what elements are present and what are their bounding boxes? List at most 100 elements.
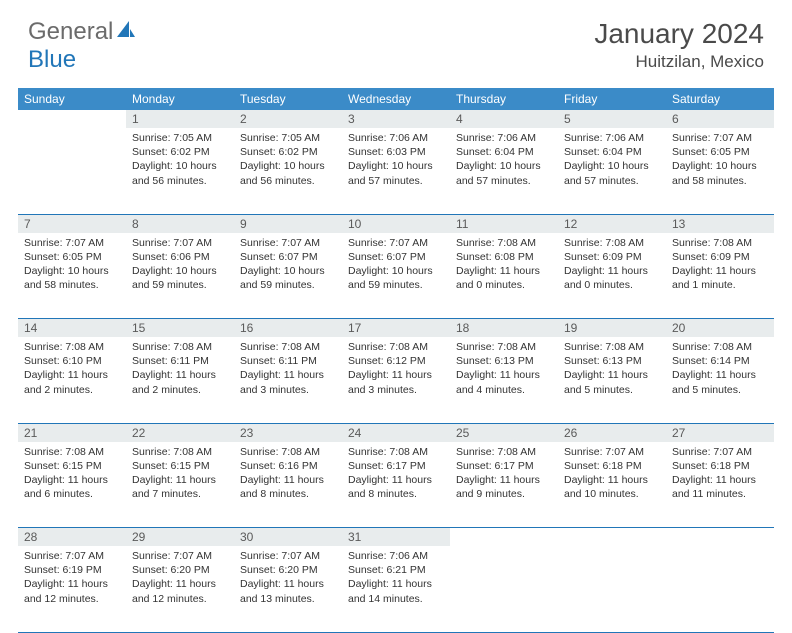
- day-number: 13: [666, 215, 774, 233]
- weekday-header: Monday: [126, 88, 234, 110]
- weekday-header: Tuesday: [234, 88, 342, 110]
- content-row: Sunrise: 7:08 AMSunset: 6:10 PMDaylight:…: [18, 337, 774, 423]
- day-details: Sunrise: 7:07 AMSunset: 6:19 PMDaylight:…: [18, 546, 126, 612]
- day-cell: Sunrise: 7:07 AMSunset: 6:05 PMDaylight:…: [666, 128, 774, 214]
- day-number: 8: [126, 215, 234, 233]
- day-details: Sunrise: 7:06 AMSunset: 6:03 PMDaylight:…: [342, 128, 450, 194]
- day-number-cell: [558, 528, 666, 547]
- calendar-table: SundayMondayTuesdayWednesdayThursdayFrid…: [18, 88, 774, 633]
- day-details: Sunrise: 7:08 AMSunset: 6:16 PMDaylight:…: [234, 442, 342, 508]
- day-number-cell: 21: [18, 423, 126, 442]
- day-number: 25: [450, 424, 558, 442]
- day-number: 19: [558, 319, 666, 337]
- day-details: Sunrise: 7:07 AMSunset: 6:06 PMDaylight:…: [126, 233, 234, 299]
- day-number-cell: 6: [666, 110, 774, 128]
- day-cell: Sunrise: 7:07 AMSunset: 6:20 PMDaylight:…: [126, 546, 234, 632]
- day-details: Sunrise: 7:07 AMSunset: 6:05 PMDaylight:…: [18, 233, 126, 299]
- day-details: Sunrise: 7:07 AMSunset: 6:07 PMDaylight:…: [234, 233, 342, 299]
- day-number: 11: [450, 215, 558, 233]
- day-cell: Sunrise: 7:07 AMSunset: 6:20 PMDaylight:…: [234, 546, 342, 632]
- page-header: General January 2024 Huitzilan, Mexico: [0, 0, 792, 82]
- day-number-cell: 19: [558, 319, 666, 338]
- day-cell: Sunrise: 7:07 AMSunset: 6:07 PMDaylight:…: [234, 233, 342, 319]
- day-cell: Sunrise: 7:08 AMSunset: 6:11 PMDaylight:…: [234, 337, 342, 423]
- day-number-cell: 20: [666, 319, 774, 338]
- day-number: 5: [558, 110, 666, 128]
- day-number: 24: [342, 424, 450, 442]
- day-details: Sunrise: 7:07 AMSunset: 6:05 PMDaylight:…: [666, 128, 774, 194]
- day-details: Sunrise: 7:08 AMSunset: 6:13 PMDaylight:…: [558, 337, 666, 403]
- day-number: 18: [450, 319, 558, 337]
- day-cell: Sunrise: 7:08 AMSunset: 6:12 PMDaylight:…: [342, 337, 450, 423]
- weekday-header: Wednesday: [342, 88, 450, 110]
- day-cell: [18, 128, 126, 214]
- day-number-cell: 5: [558, 110, 666, 128]
- daynum-row: 14151617181920: [18, 319, 774, 338]
- day-number-cell: 18: [450, 319, 558, 338]
- day-details: Sunrise: 7:08 AMSunset: 6:11 PMDaylight:…: [234, 337, 342, 403]
- day-number-cell: 26: [558, 423, 666, 442]
- day-number-cell: 9: [234, 214, 342, 233]
- day-cell: [450, 546, 558, 632]
- day-number-cell: 29: [126, 528, 234, 547]
- month-title: January 2024: [594, 18, 764, 50]
- day-cell: Sunrise: 7:08 AMSunset: 6:09 PMDaylight:…: [666, 233, 774, 319]
- daynum-row: 78910111213: [18, 214, 774, 233]
- day-number: [450, 528, 558, 546]
- day-number-cell: 23: [234, 423, 342, 442]
- day-cell: Sunrise: 7:06 AMSunset: 6:03 PMDaylight:…: [342, 128, 450, 214]
- weekday-header: Saturday: [666, 88, 774, 110]
- day-number-cell: 22: [126, 423, 234, 442]
- day-cell: Sunrise: 7:08 AMSunset: 6:11 PMDaylight:…: [126, 337, 234, 423]
- day-number: 6: [666, 110, 774, 128]
- day-number: [558, 528, 666, 546]
- day-details: Sunrise: 7:08 AMSunset: 6:10 PMDaylight:…: [18, 337, 126, 403]
- day-details: Sunrise: 7:08 AMSunset: 6:09 PMDaylight:…: [666, 233, 774, 299]
- day-number: 27: [666, 424, 774, 442]
- day-cell: Sunrise: 7:07 AMSunset: 6:06 PMDaylight:…: [126, 233, 234, 319]
- day-cell: Sunrise: 7:08 AMSunset: 6:08 PMDaylight:…: [450, 233, 558, 319]
- day-number: 12: [558, 215, 666, 233]
- day-cell: Sunrise: 7:06 AMSunset: 6:04 PMDaylight:…: [558, 128, 666, 214]
- day-number: 15: [126, 319, 234, 337]
- day-details: Sunrise: 7:08 AMSunset: 6:11 PMDaylight:…: [126, 337, 234, 403]
- day-number-cell: 16: [234, 319, 342, 338]
- day-number-cell: 24: [342, 423, 450, 442]
- day-number: 28: [18, 528, 126, 546]
- day-cell: Sunrise: 7:08 AMSunset: 6:15 PMDaylight:…: [18, 442, 126, 528]
- day-cell: Sunrise: 7:08 AMSunset: 6:09 PMDaylight:…: [558, 233, 666, 319]
- day-details: Sunrise: 7:08 AMSunset: 6:12 PMDaylight:…: [342, 337, 450, 403]
- day-details: Sunrise: 7:08 AMSunset: 6:09 PMDaylight:…: [558, 233, 666, 299]
- content-row: Sunrise: 7:08 AMSunset: 6:15 PMDaylight:…: [18, 442, 774, 528]
- day-number-cell: 12: [558, 214, 666, 233]
- day-cell: [666, 546, 774, 632]
- day-number: 29: [126, 528, 234, 546]
- day-number: 22: [126, 424, 234, 442]
- day-cell: Sunrise: 7:08 AMSunset: 6:13 PMDaylight:…: [558, 337, 666, 423]
- day-number: 23: [234, 424, 342, 442]
- day-number: 2: [234, 110, 342, 128]
- day-cell: Sunrise: 7:08 AMSunset: 6:16 PMDaylight:…: [234, 442, 342, 528]
- day-number-cell: 1: [126, 110, 234, 128]
- day-number-cell: 25: [450, 423, 558, 442]
- day-cell: Sunrise: 7:07 AMSunset: 6:19 PMDaylight:…: [18, 546, 126, 632]
- day-details: Sunrise: 7:08 AMSunset: 6:13 PMDaylight:…: [450, 337, 558, 403]
- day-number: 20: [666, 319, 774, 337]
- day-number: 7: [18, 215, 126, 233]
- sail-icon: [115, 19, 137, 46]
- day-number: [18, 110, 126, 128]
- day-details: Sunrise: 7:06 AMSunset: 6:21 PMDaylight:…: [342, 546, 450, 612]
- day-details: Sunrise: 7:08 AMSunset: 6:15 PMDaylight:…: [126, 442, 234, 508]
- day-cell: Sunrise: 7:08 AMSunset: 6:13 PMDaylight:…: [450, 337, 558, 423]
- day-details: Sunrise: 7:07 AMSunset: 6:20 PMDaylight:…: [126, 546, 234, 612]
- day-number: 3: [342, 110, 450, 128]
- day-number: 14: [18, 319, 126, 337]
- day-cell: Sunrise: 7:07 AMSunset: 6:18 PMDaylight:…: [666, 442, 774, 528]
- day-details: Sunrise: 7:06 AMSunset: 6:04 PMDaylight:…: [450, 128, 558, 194]
- day-cell: Sunrise: 7:05 AMSunset: 6:02 PMDaylight:…: [126, 128, 234, 214]
- day-details: Sunrise: 7:07 AMSunset: 6:18 PMDaylight:…: [666, 442, 774, 508]
- day-number: 30: [234, 528, 342, 546]
- day-number: 10: [342, 215, 450, 233]
- day-cell: Sunrise: 7:06 AMSunset: 6:21 PMDaylight:…: [342, 546, 450, 632]
- day-number-cell: [18, 110, 126, 128]
